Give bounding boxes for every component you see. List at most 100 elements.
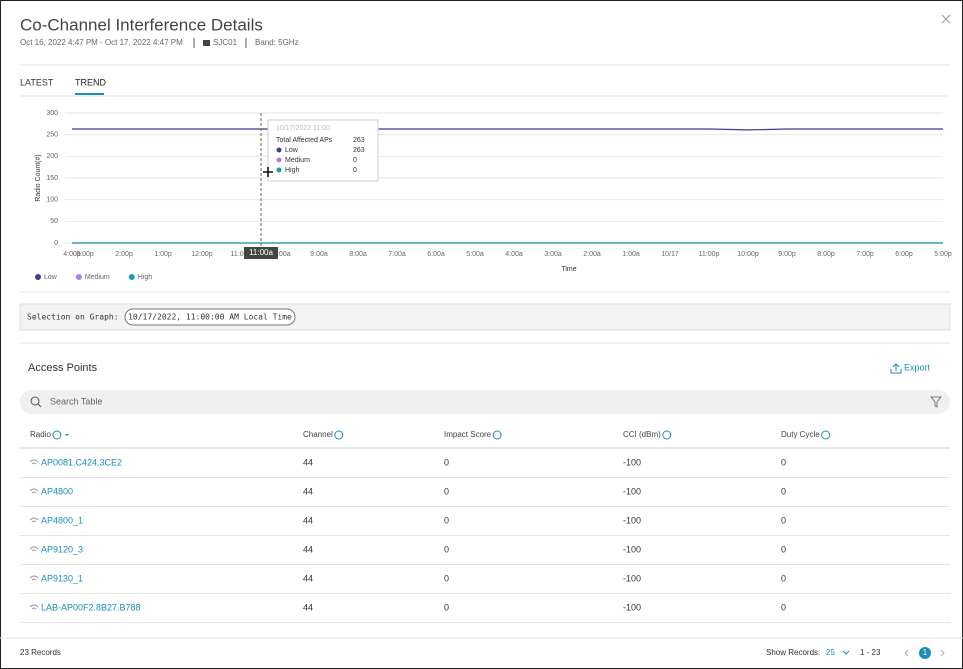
table-title: Access Points [28,362,98,374]
cursor [263,167,273,177]
tab-active[interactable]: TREND [75,77,106,87]
tooltip-item-name: Medium [285,157,310,164]
cell: 0 [781,515,786,525]
filter-icon[interactable] [929,396,943,408]
y-tick-label: 300 [46,110,58,117]
x-tick-label: 8:00p [817,251,835,258]
x-tick-label: 4:00p [63,251,81,258]
cell: 44 [303,602,313,612]
export[interactable]: Export [904,362,931,372]
hover-label: 11:00a [249,248,273,257]
radio-link[interactable]: AP4800_1 [41,515,83,525]
column-header[interactable]: Duty Cycle [781,430,820,439]
tab[interactable]: LATEST [20,77,54,87]
x-tick-label: 12:00p [191,251,213,258]
legend-label: Medium [85,274,110,281]
cell: 0 [444,573,449,583]
site-icon [203,40,210,46]
tooltip-item-value: 0 [353,167,357,174]
table: Radio Channel Impact Score CCI (dBm) Duty Cy… [20,430,950,623]
column-header[interactable]: CCI (dBm) [623,430,661,439]
tooltip-item-value: 0 [353,157,357,164]
column-header[interactable]: Channel [303,430,333,439]
tooltip-title: 10/17/2022 11:00 [276,125,330,132]
search-icon [37,403,42,408]
x-tick-label: 5:00p [934,251,952,258]
x-tick-label: 5:00a [466,251,484,258]
x-tick-label: 9:00a [310,251,328,258]
column-header[interactable]: Radio [30,430,51,439]
info-icon [52,430,62,440]
legend-label: High [138,274,153,281]
tooltip-item-name: High [285,167,300,174]
tooltip-swatch [276,157,282,163]
x-tick-label: 10:00a [269,251,291,258]
page-number[interactable]: 1 [923,648,928,657]
tooltip-swatch [276,147,282,153]
x-tick-label: 3:00p [76,251,94,258]
wifi-icon [29,459,39,465]
y-axis-label: Radio Count(#) [35,154,42,201]
cell: 0 [444,544,449,554]
cell: 0 [444,457,449,467]
tooltip-total-label: Total Affected APs [276,137,333,144]
sort-icon [64,434,69,436]
page-current[interactable] [919,647,931,659]
y-tick-label: 250 [46,132,58,139]
cell: -100 [623,486,641,496]
cell: 44 [303,544,313,554]
x-tick-label: 11:00a [231,251,252,258]
band: Band: 5GHz [255,38,299,47]
selection-value: 10/17/2022, 11:00:00 AM Local Time [128,313,292,322]
close[interactable] [941,14,951,24]
export-icon [890,363,902,374]
column-header[interactable]: Impact Score [444,430,492,439]
radio-link[interactable]: AP9120_3 [41,544,83,554]
cell: 0 [781,486,786,496]
tab-underline [75,93,104,95]
x-tick-label: 1:00p [154,251,172,258]
radio-link[interactable]: LAB-AP00F2.8B27.B788 [41,602,141,612]
selection-chip [124,308,296,326]
cell: 0 [781,602,786,612]
search-icon [30,396,40,406]
tooltip-item-value: 263 [353,147,365,154]
cell: -100 [623,515,641,525]
radio-link[interactable]: AP0081.C424.3CE2 [41,457,122,467]
x-tick-label: 2:00a [583,251,601,258]
y-tick-label: 150 [46,175,58,182]
x-tick-label: 7:00p [856,251,874,258]
cell: 0 [444,515,449,525]
x-tick-label: 6:00a [427,251,445,258]
prev-page[interactable] [904,649,909,657]
selection-label: Selection on Graph: [27,313,119,322]
x-tick-label: 10/17 [661,251,679,258]
show-records-value[interactable]: 25 [826,648,835,657]
hover-label-box [244,247,278,259]
wifi-icon [29,488,39,494]
wifi-icon [29,575,39,581]
cell: 44 [303,457,313,467]
search-bar[interactable] [20,390,950,414]
cell: 0 [444,602,449,612]
tooltip-swatch [276,167,282,173]
radio-link[interactable]: AP9130_1 [41,573,83,583]
cell: 0 [781,544,786,554]
x-tick-label: 3:00a [544,251,562,258]
radio-link[interactable]: AP4800 [41,486,73,496]
x-tick-label: 1:00a [622,251,640,258]
next-page[interactable] [940,649,945,657]
x-tick-label: 2:00p [115,251,133,258]
tooltip-total: 263 [353,137,365,144]
search-placeholder[interactable]: Search Table [50,396,102,406]
tooltip [267,119,379,182]
cell: -100 [623,573,641,583]
wifi-icon [29,604,39,610]
info-icon [662,430,672,440]
y-tick-label: 100 [46,197,58,204]
page-range: 1 - 23 [860,648,881,657]
wifi-icon [29,546,39,552]
x-tick-label: 7:00a [388,251,406,258]
x-tick-label: 6:00p [895,251,913,258]
